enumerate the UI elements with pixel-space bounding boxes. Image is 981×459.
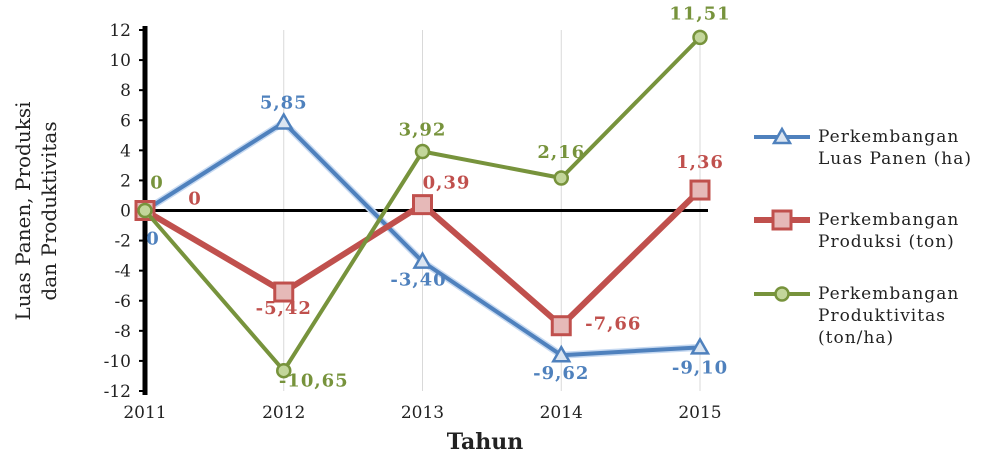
legend-marker: [771, 126, 793, 145]
data-label: -9,10: [672, 357, 728, 378]
data-label: 0,39: [423, 173, 471, 194]
data-point-marker: [550, 315, 572, 337]
data-point-marker: [273, 111, 294, 130]
legend-entry-text: Produksi (ton): [818, 232, 955, 252]
legend-entry-text: Perkembangan: [818, 284, 959, 304]
x-tick-label: 2011: [123, 403, 166, 423]
y-tick-label: -12: [104, 382, 131, 402]
data-point-marker: [276, 362, 292, 379]
y-tick-label: 0: [120, 202, 131, 222]
data-label: -9,62: [533, 363, 589, 384]
data-label: 3,92: [399, 120, 447, 141]
data-label: -3,40: [390, 270, 446, 291]
data-point-marker: [412, 251, 433, 269]
legend-entry-text: (ton/ha): [818, 328, 894, 348]
data-label: -5,42: [256, 298, 312, 319]
data-label: 0: [150, 173, 164, 194]
x-axis-title: Tahun: [447, 429, 524, 455]
y-axis-title-line: dan Produktivitas: [37, 121, 61, 300]
legend-entry-text: Luas Panen (ha): [818, 149, 972, 169]
legend-entry-text: Perkembangan: [818, 127, 959, 147]
legend-marker: [774, 286, 790, 302]
x-tick-label: 2015: [678, 403, 721, 423]
data-label: 5,85: [260, 93, 308, 114]
data-label: 0: [146, 229, 160, 250]
data-point-marker: [414, 143, 431, 160]
data-point-marker: [412, 194, 433, 216]
data-point-marker: [689, 336, 711, 355]
data-label: -7,66: [585, 314, 641, 335]
y-tick-label: 6: [120, 111, 131, 131]
data-point-marker: [273, 281, 295, 303]
data-label: 11,51: [669, 3, 730, 24]
data-point-marker: [692, 29, 708, 46]
legend-entry-text: Produktivitas: [818, 306, 946, 326]
data-point-marker: [551, 344, 572, 363]
data-label: 2,16: [537, 142, 585, 163]
y-tick-label: -8: [114, 322, 131, 342]
y-tick-label: 8: [120, 81, 131, 101]
y-tick-label: 2: [120, 171, 131, 191]
x-tick-label: 2013: [401, 403, 444, 423]
y-axis-title-line: Luas Panen, Produksi: [11, 101, 35, 320]
y-tick-label: 12: [109, 21, 131, 41]
y-tick-label: -2: [114, 232, 131, 252]
y-tick-label: 10: [109, 51, 131, 71]
x-tick-label: 2014: [540, 403, 583, 423]
data-label: 0: [188, 189, 202, 210]
data-point-marker: [553, 170, 569, 186]
y-tick-label: -10: [104, 352, 131, 372]
y-tick-label: 4: [120, 141, 131, 161]
x-tick-label: 2012: [262, 403, 305, 423]
y-axis-title: Luas Panen, Produksi dan Produktivitas: [11, 101, 61, 320]
data-point-marker: [689, 179, 711, 201]
data-point-marker: [137, 202, 153, 219]
data-label: -10,65: [279, 371, 349, 392]
legend-entry-text: Perkembangan: [818, 210, 959, 230]
legend-marker: [771, 209, 793, 231]
data-label: 1,36: [676, 152, 724, 173]
y-tick-label: -4: [114, 262, 131, 282]
y-tick-label: -6: [114, 292, 131, 312]
